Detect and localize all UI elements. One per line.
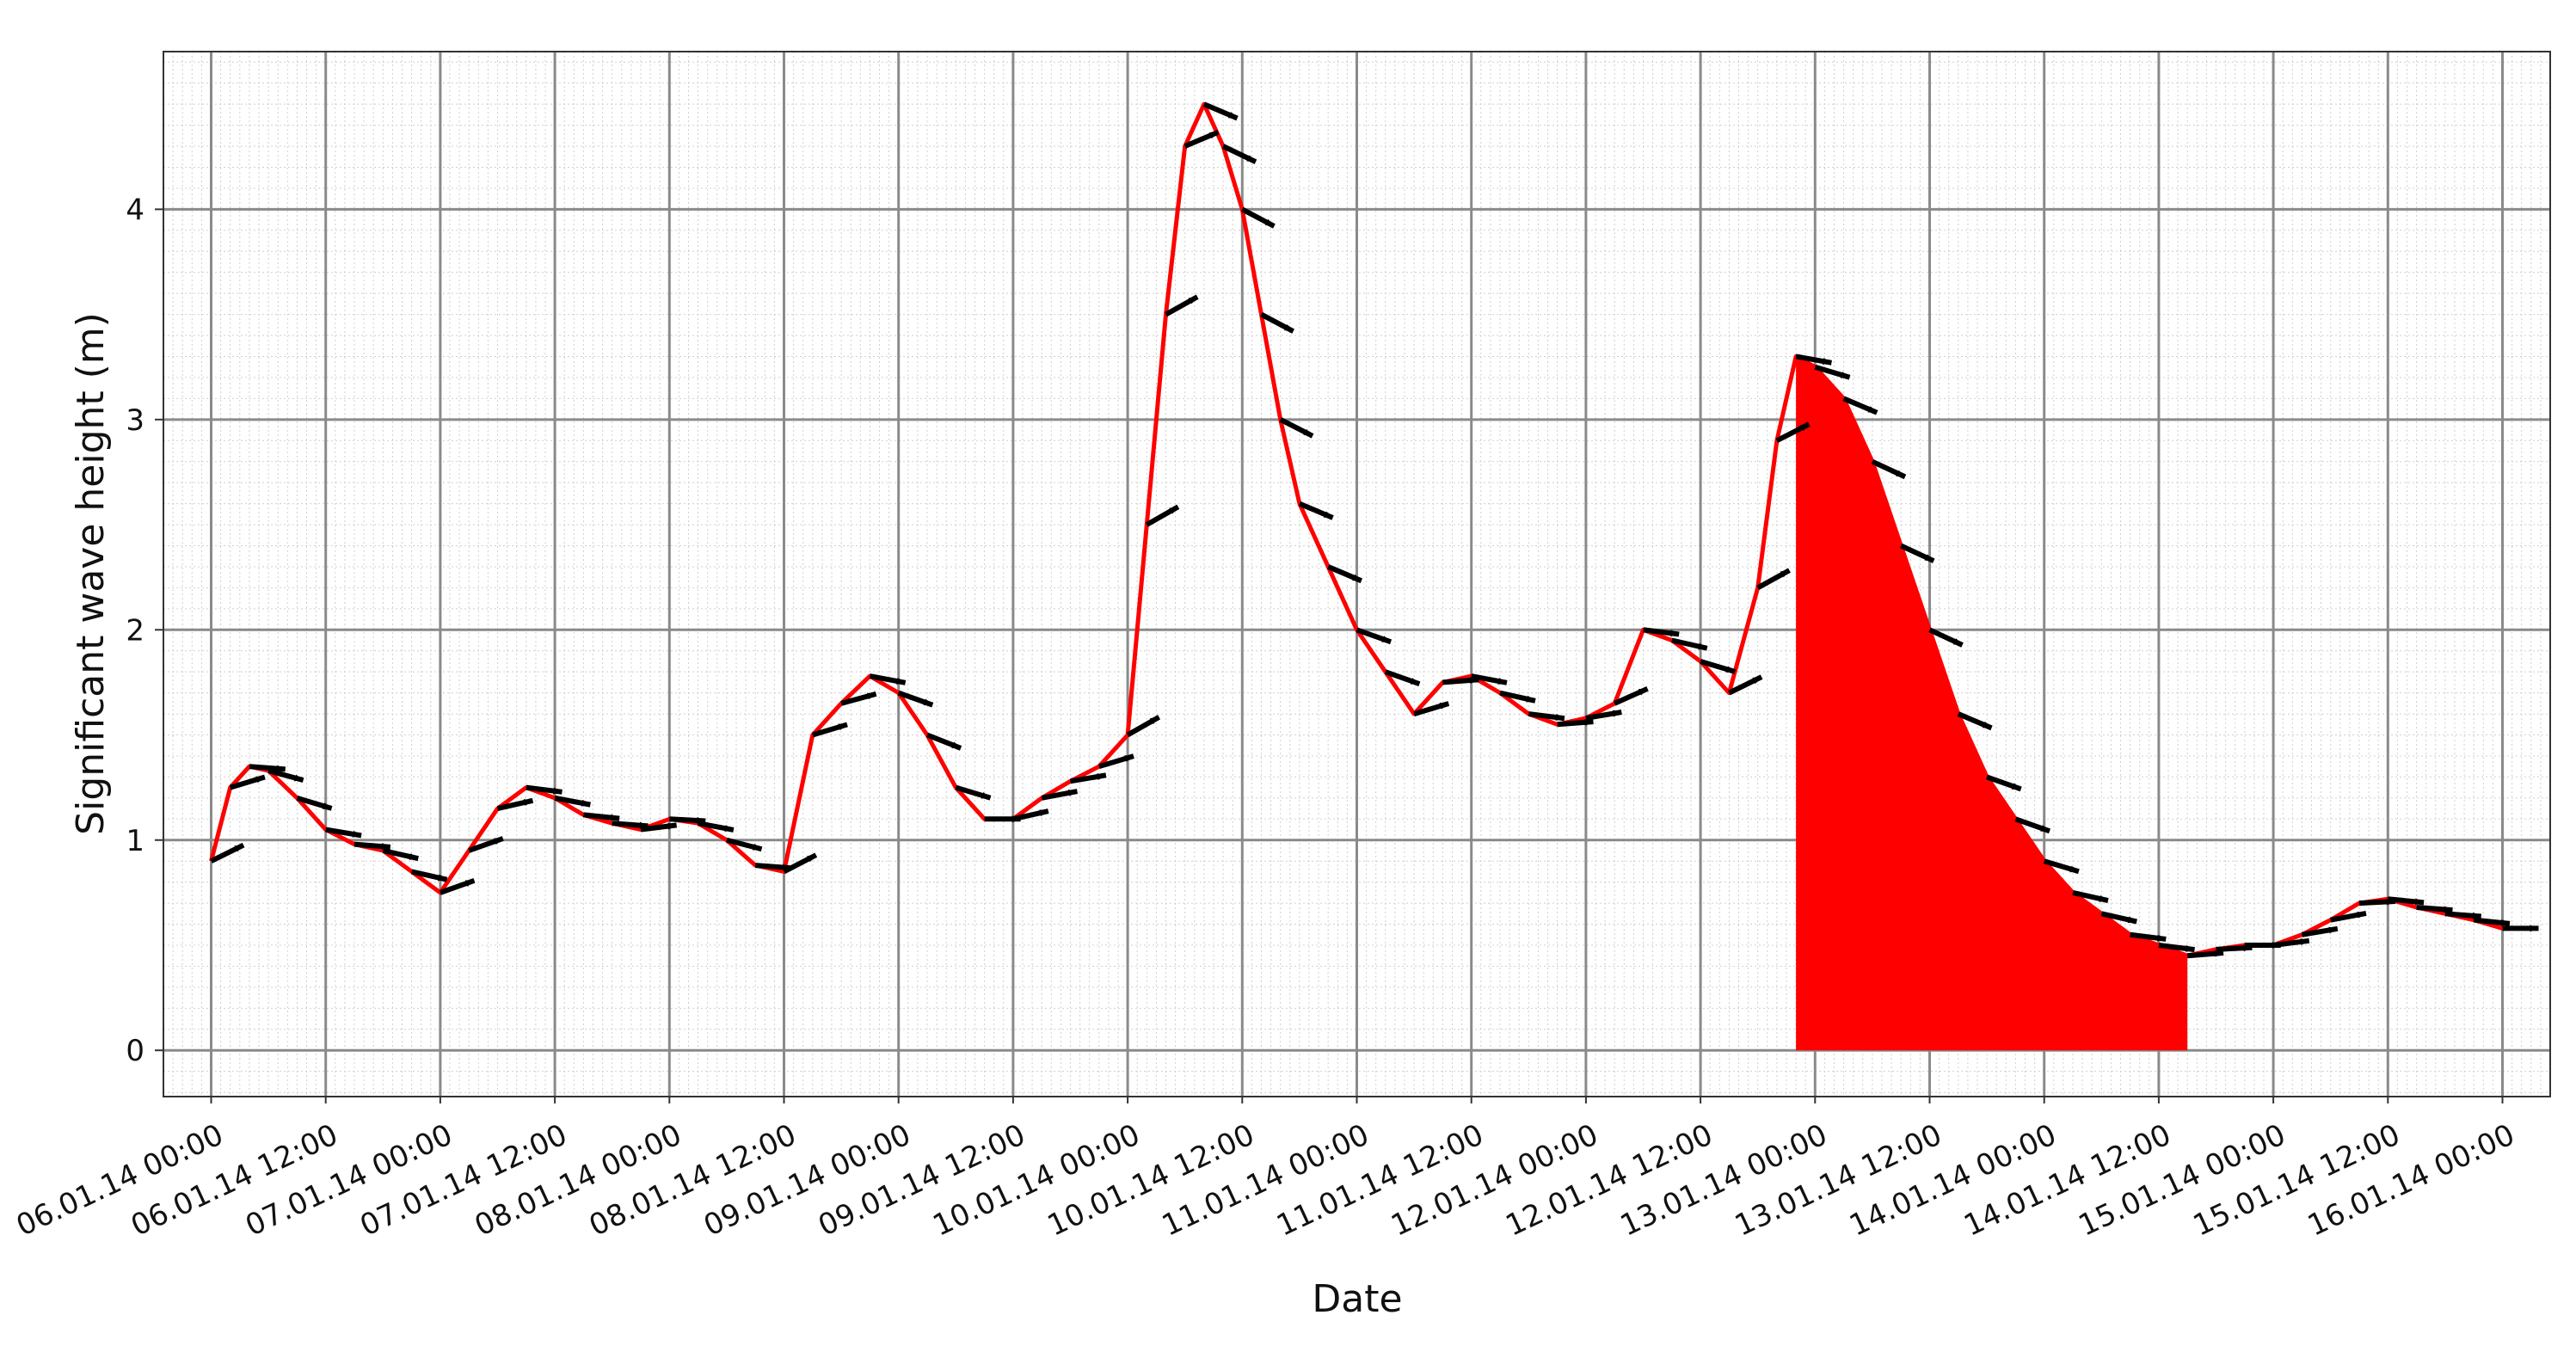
direction-arrow <box>2416 904 2453 913</box>
direction-arrow <box>1557 718 1594 728</box>
direction-arrow <box>249 764 286 772</box>
direction-arrow <box>1986 774 2022 792</box>
direction-arrow <box>754 863 792 871</box>
direction-arrows-layer <box>210 101 2539 959</box>
y-tick-label: 2 <box>126 613 144 648</box>
direction-arrow <box>1871 458 1907 480</box>
y-tick-labels: 0 1 2 3 4 <box>126 193 163 1068</box>
direction-arrow <box>296 795 333 811</box>
direction-arrow <box>897 690 934 708</box>
direction-arrow <box>229 774 266 790</box>
direction-arrow <box>869 673 907 685</box>
direction-arrow <box>1356 627 1393 645</box>
direction-arrow <box>1899 543 1935 563</box>
direction-arrow <box>1221 144 1257 164</box>
direction-arrow <box>2014 816 2050 834</box>
direction-arrow <box>1499 690 1536 704</box>
direction-arrow <box>1585 710 1622 721</box>
direction-arrow <box>2444 911 2482 919</box>
direction-arrow <box>2158 943 2195 953</box>
direction-arrow <box>210 842 245 864</box>
direction-arrow <box>1126 715 1161 738</box>
direction-arrow <box>726 837 763 852</box>
direction-arrow <box>1842 396 1878 415</box>
y-tick-label: 0 <box>126 1034 144 1068</box>
direction-arrow <box>1671 637 1708 651</box>
direction-arrow <box>1041 789 1079 801</box>
direction-arrow <box>554 795 591 808</box>
direction-arrow <box>267 768 304 784</box>
y-tick-label: 1 <box>126 824 144 858</box>
direction-arrow <box>2216 944 2253 952</box>
direction-arrow <box>2301 925 2339 937</box>
direction-arrow <box>410 869 448 882</box>
direction-arrow <box>1756 568 1791 591</box>
direction-arrow <box>2100 911 2137 925</box>
direction-arrow <box>526 784 563 795</box>
direction-arrow <box>1260 311 1295 334</box>
direction-arrow <box>1775 421 1811 443</box>
direction-arrow <box>1413 701 1450 716</box>
direction-arrow <box>640 822 678 833</box>
direction-arrow <box>955 784 992 801</box>
direction-arrow <box>698 821 735 833</box>
direction-arrow <box>840 691 877 706</box>
direction-arrow <box>1613 685 1649 706</box>
direction-arrow <box>583 812 620 821</box>
direction-arrow <box>2330 910 2367 923</box>
direction-arrow <box>1471 673 1508 685</box>
direction-arrow <box>783 852 818 875</box>
direction-arrow <box>1957 711 1993 731</box>
direction-arrow <box>1928 627 1964 648</box>
direction-arrow <box>1528 711 1565 722</box>
direction-arrow <box>1643 627 1680 637</box>
direction-arrow <box>325 827 362 839</box>
direction-arrow <box>1814 364 1851 380</box>
direction-arrow <box>925 732 962 751</box>
x-axis-title: Date <box>1312 1277 1402 1321</box>
direction-arrow <box>2388 896 2425 906</box>
direction-arrow <box>1165 294 1199 317</box>
major-grid <box>163 52 2550 1097</box>
direction-arrow <box>1298 501 1334 520</box>
direction-arrow <box>1202 101 1239 121</box>
direction-arrow <box>1795 353 1832 366</box>
direction-arrow <box>1240 206 1276 229</box>
direction-arrow <box>1384 669 1421 687</box>
y-tick-label: 4 <box>126 193 144 227</box>
direction-arrow <box>1442 676 1479 685</box>
direction-arrow <box>1183 129 1220 149</box>
direction-arrow <box>382 848 419 862</box>
direction-arrow <box>2473 917 2511 926</box>
direction-arrow <box>1279 417 1314 439</box>
direction-arrow <box>1728 674 1763 696</box>
direction-arrow <box>354 841 391 851</box>
direction-arrow <box>496 797 534 812</box>
direction-arrow <box>2186 950 2224 959</box>
direction-arrow <box>1070 772 1107 784</box>
direction-arrow <box>811 722 848 738</box>
y-axis-title: Significant wave height (m) <box>69 312 113 835</box>
direction-arrow <box>1145 504 1180 527</box>
direction-arrow <box>2272 937 2310 948</box>
direction-arrow <box>1012 808 1049 822</box>
direction-arrow <box>468 836 504 853</box>
direction-arrow <box>1700 659 1737 674</box>
direction-arrow <box>2072 889 2109 904</box>
direction-arrow <box>612 821 649 829</box>
direction-arrow <box>1327 564 1363 584</box>
direction-arrow <box>2043 858 2080 875</box>
direction-arrow <box>439 878 476 895</box>
direction-arrow <box>669 816 706 824</box>
direction-arrow <box>2130 931 2167 942</box>
direction-arrow <box>1097 753 1134 770</box>
y-tick-label: 3 <box>126 403 144 438</box>
